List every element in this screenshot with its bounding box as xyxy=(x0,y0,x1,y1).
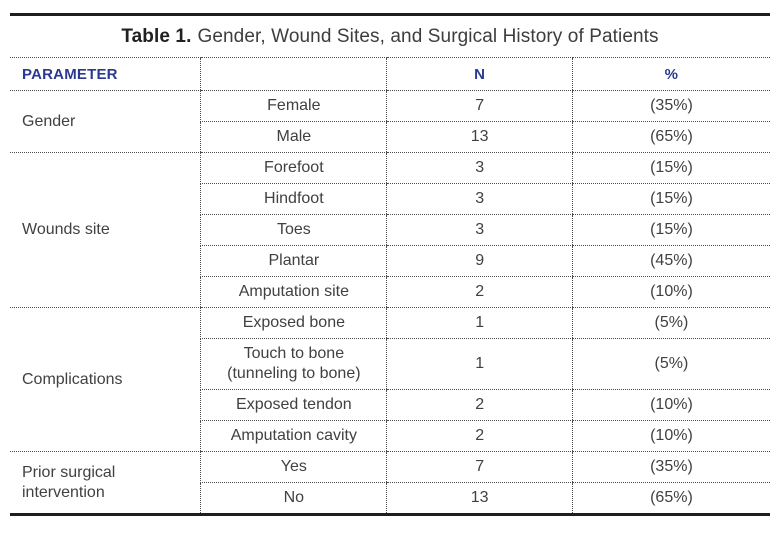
table-container: Table 1. Gender, Wound Sites, and Surgica… xyxy=(10,13,770,516)
category-cell: No xyxy=(200,482,387,513)
pct-cell: (65%) xyxy=(571,121,770,153)
n-cell: 3 xyxy=(386,152,573,184)
table-row: Hindfoot 3 (15%) xyxy=(10,183,770,215)
pct-cell: (15%) xyxy=(571,183,770,215)
pct-cell: (10%) xyxy=(571,389,770,421)
pct-cell: (5%) xyxy=(571,338,770,390)
category-cell: Plantar xyxy=(200,245,387,277)
column-header-category xyxy=(200,57,387,91)
table-row: Toes 3 (15%) xyxy=(10,214,770,246)
pct-cell: (5%) xyxy=(571,307,770,339)
table-caption: Gender, Wound Sites, and Surgical Histor… xyxy=(197,26,659,47)
n-cell: 3 xyxy=(386,183,573,215)
table-row: Exposed tendon 2 (10%) xyxy=(10,389,770,421)
n-cell: 1 xyxy=(386,307,573,339)
n-cell: 7 xyxy=(386,90,573,122)
parameter-cell: Wounds site xyxy=(10,152,201,308)
category-cell: Toes xyxy=(200,214,387,246)
category-cell: Touch to bone (tunneling to bone) xyxy=(200,338,387,390)
parameter-cell: Complications xyxy=(10,307,201,452)
table-row: Amputation site 2 (10%) xyxy=(10,276,770,308)
table-title: Table 1. Gender, Wound Sites, and Surgica… xyxy=(10,16,770,57)
patients-table: PARAMETER N % Gender Female 7 (35%) Male… xyxy=(10,57,770,513)
table-row: Complications Exposed bone 1 (5%) xyxy=(10,307,770,452)
n-cell: 2 xyxy=(386,420,573,452)
n-cell: 13 xyxy=(386,482,573,513)
category-cell: Exposed tendon xyxy=(200,389,387,421)
pct-cell: (45%) xyxy=(571,245,770,277)
table-row: Wounds site Forefoot 3 (15%) xyxy=(10,152,770,308)
n-cell: 2 xyxy=(386,389,573,421)
category-cell: Exposed bone xyxy=(200,307,387,339)
category-cell: Male xyxy=(200,121,387,153)
category-cell: Amputation site xyxy=(200,276,387,308)
pct-cell: (15%) xyxy=(571,152,770,184)
table-row: Touch to bone (tunneling to bone) 1 (5%) xyxy=(10,338,770,390)
table-row: Amputation cavity 2 (10%) xyxy=(10,420,770,452)
header-row: PARAMETER N % xyxy=(10,57,770,91)
pct-cell: (35%) xyxy=(571,451,770,483)
table-row: Plantar 9 (45%) xyxy=(10,245,770,277)
table-row: Gender Female 7 (35%) xyxy=(10,90,770,153)
n-cell: 1 xyxy=(386,338,573,390)
pct-cell: (35%) xyxy=(571,90,770,122)
category-cell: Amputation cavity xyxy=(200,420,387,452)
n-cell: 7 xyxy=(386,451,573,483)
category-cell: Hindfoot xyxy=(200,183,387,215)
column-header-parameter: PARAMETER xyxy=(10,57,201,91)
n-cell: 9 xyxy=(386,245,573,277)
n-cell: 13 xyxy=(386,121,573,153)
column-header-pct: % xyxy=(571,57,770,91)
column-header-n: N xyxy=(386,57,573,91)
table-row: No 13 (65%) xyxy=(10,482,770,513)
pct-cell: (10%) xyxy=(571,420,770,452)
category-cell: Female xyxy=(200,90,387,122)
parameter-cell: Gender xyxy=(10,90,201,153)
category-cell: Yes xyxy=(200,451,387,483)
table-row: Male 13 (65%) xyxy=(10,121,770,153)
parameter-cell: Prior surgical intervention xyxy=(22,463,116,501)
n-cell: 3 xyxy=(386,214,573,246)
table-row: Prior surgical intervention Yes 7 (35%) xyxy=(10,451,770,501)
category-cell: Forefoot xyxy=(200,152,387,184)
pct-cell: (10%) xyxy=(571,276,770,308)
pct-cell: (15%) xyxy=(571,214,770,246)
pct-cell: (65%) xyxy=(571,482,770,513)
table-number: Table 1. xyxy=(121,26,192,47)
n-cell: 2 xyxy=(386,276,573,308)
